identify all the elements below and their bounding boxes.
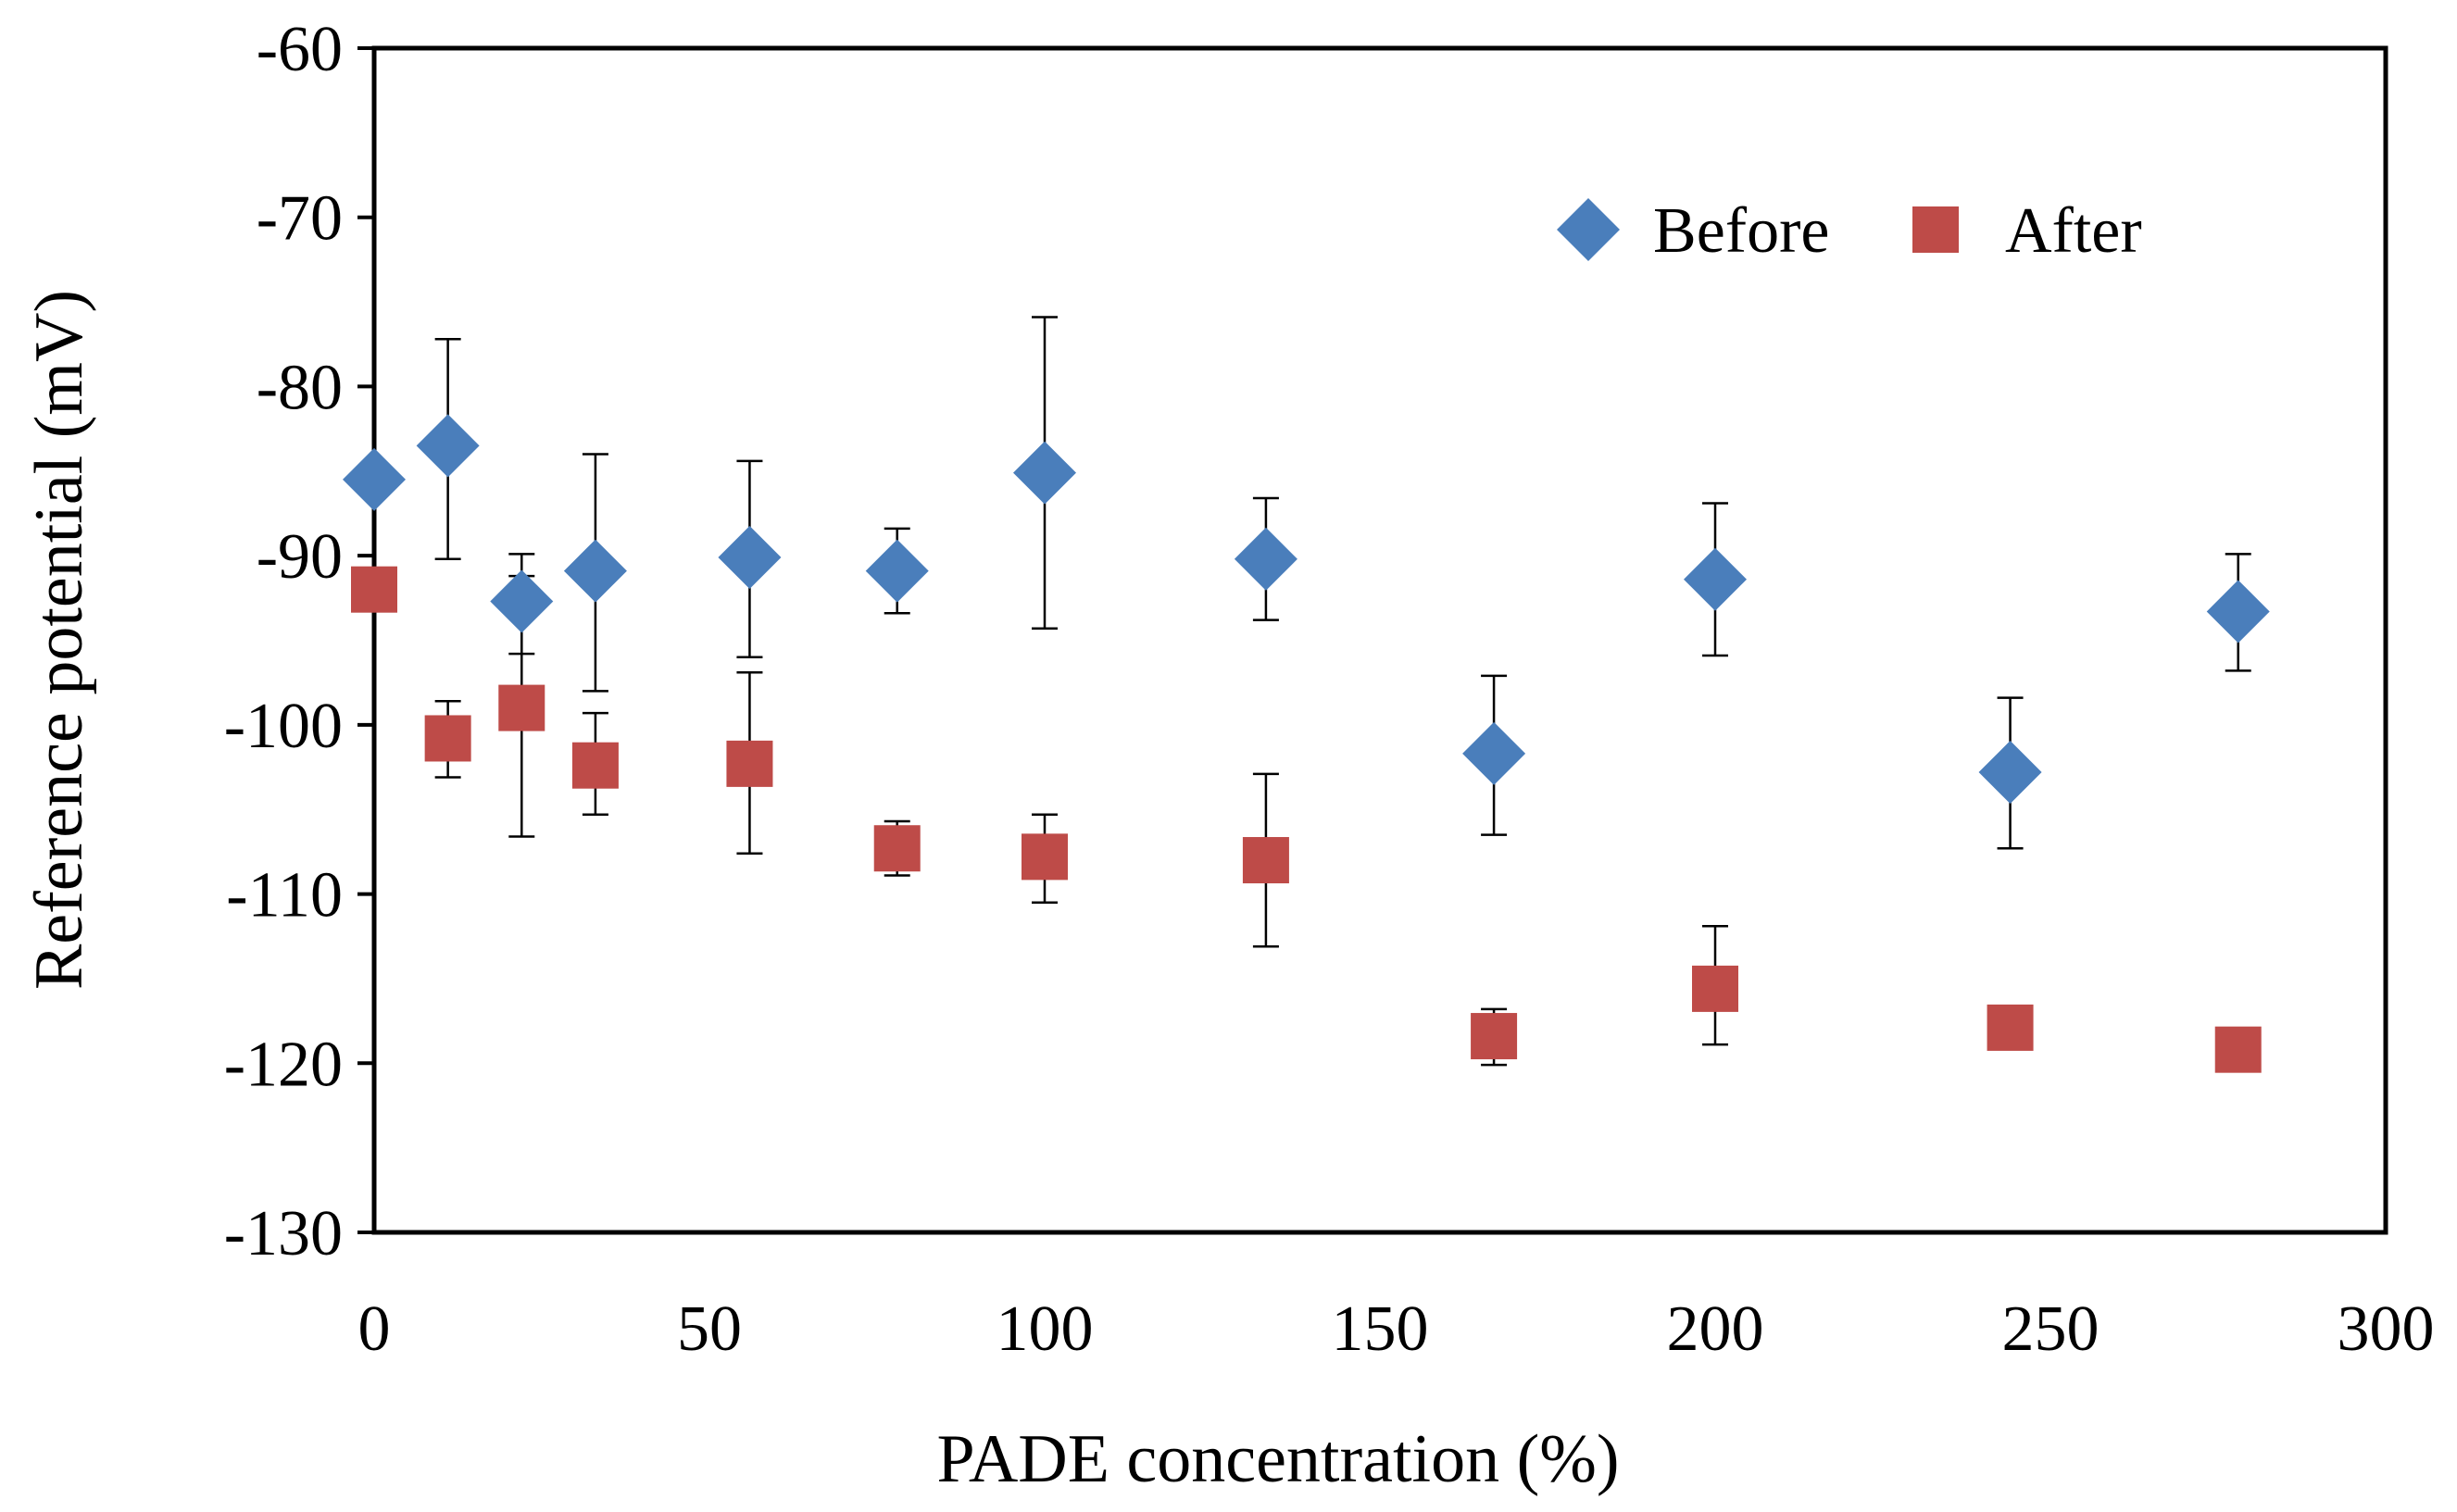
y-tick-label: -70 <box>257 183 343 255</box>
x-axis-title: PADE concentration (%) <box>936 1421 1619 1497</box>
before-point <box>490 569 554 633</box>
x-tick-label: 150 <box>1332 1293 1429 1365</box>
y-tick-label: -90 <box>257 521 343 593</box>
before-point <box>563 539 627 603</box>
after-point <box>1471 1013 1518 1060</box>
after-point <box>2214 1026 2262 1073</box>
y-axis: -60 -70 -80 -90 -100 -110 -120 -130 <box>224 14 374 1269</box>
before-point <box>1462 721 1526 785</box>
legend-item-after: After <box>1912 195 2142 267</box>
before-point <box>865 539 929 603</box>
before-point <box>1234 527 1297 591</box>
x-tick-label: 0 <box>358 1293 391 1365</box>
after-point <box>424 715 471 762</box>
plot-area-frame <box>371 45 2388 1235</box>
legend-label-after: After <box>2005 195 2142 267</box>
y-tick-label: -80 <box>257 352 343 423</box>
before-point <box>1978 741 2042 805</box>
x-tick-label: 250 <box>2002 1293 2100 1365</box>
legend-item-before: Before <box>1557 195 1829 267</box>
y-tick-label: -100 <box>224 691 343 762</box>
before-point <box>343 447 406 511</box>
before-point <box>416 414 480 478</box>
after-point <box>1692 965 1738 1012</box>
series-layer <box>343 316 2270 1073</box>
legend-marker-after <box>1912 206 1959 253</box>
after-point <box>873 825 921 872</box>
legend-marker-before <box>1557 198 1620 261</box>
before-point <box>2206 580 2270 644</box>
after-point <box>726 740 773 787</box>
x-tick-label: 50 <box>677 1293 742 1365</box>
legend: Before After <box>1557 195 2142 267</box>
before-point <box>1013 441 1076 505</box>
y-tick-label: -130 <box>224 1198 343 1269</box>
y-tick-label: -120 <box>224 1029 343 1100</box>
after-point <box>351 566 397 613</box>
y-axis-title: Reference potential (mV) <box>21 290 97 990</box>
x-tick-label: 100 <box>997 1293 1094 1365</box>
x-axis: 0 50 100 150 200 250 300 <box>358 1293 2435 1365</box>
x-tick-label: 300 <box>2338 1293 2435 1365</box>
after-point <box>498 684 545 731</box>
x-tick-label: 200 <box>1667 1293 1764 1365</box>
legend-label-before: Before <box>1653 195 1829 267</box>
after-point <box>571 742 619 789</box>
before-point <box>1684 547 1747 611</box>
after-point <box>1242 837 1289 884</box>
y-tick-label: -110 <box>226 860 343 931</box>
y-tick-label: -60 <box>257 14 343 85</box>
before-point <box>718 525 782 589</box>
after-point <box>1987 1004 2034 1051</box>
after-point <box>1022 833 1068 881</box>
